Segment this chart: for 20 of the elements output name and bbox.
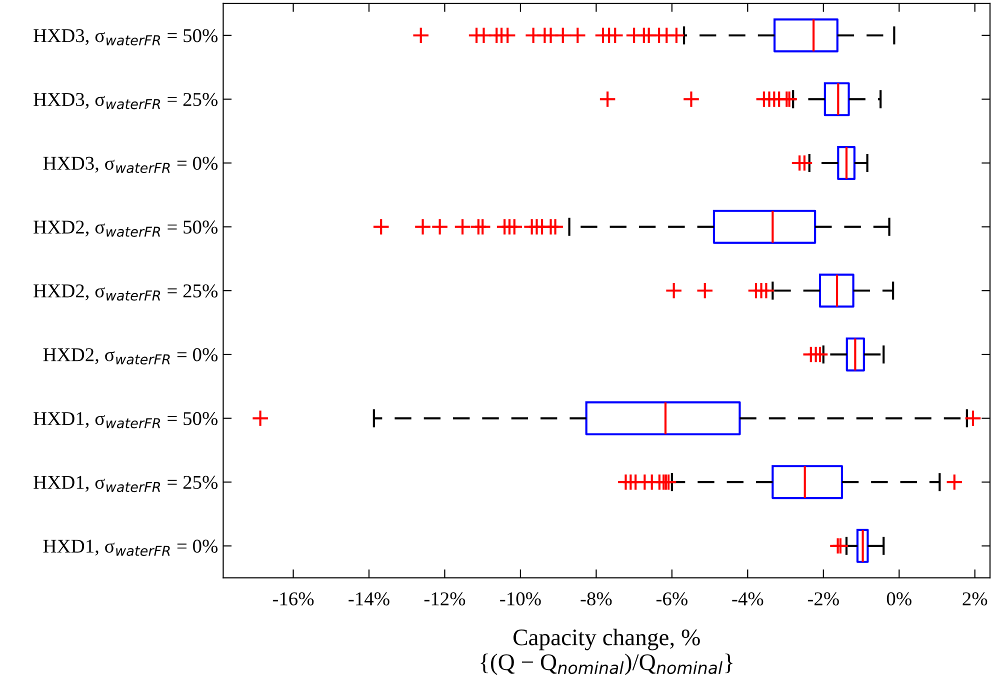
x-tick-label: 0% [886, 592, 912, 606]
x-tick-label: -16% [272, 592, 314, 606]
x-tick-label: -12% [424, 592, 466, 606]
x-tick-label: -8% [580, 592, 612, 606]
y-tick-label: HXD3, σ$_{waterFR}$ = 25% [34, 92, 218, 110]
y-tick-label: HXD3, σ$_{waterFR}$ = 50% [34, 29, 218, 46]
x-tick-label: -2% [808, 592, 839, 606]
x-tick-label: -14% [348, 592, 390, 606]
y-tick-label: HXD3, σ$_{waterFR}$ = 0% [43, 156, 218, 174]
y-tick-label: HXD1, σ$_{waterFR}$ = 0% [43, 540, 218, 556]
y-tick-label: HXD1, σ$_{waterFR}$ = 50% [34, 412, 218, 428]
x-tick-label: -4% [732, 592, 764, 606]
y-tick-label: HXD2, σ$_{waterFR}$ = 25% [34, 284, 218, 301]
x-tick-label: 2% [962, 592, 988, 606]
x-tick-label: -6% [656, 592, 688, 606]
y-tick-label: HXD2, σ$_{waterFR}$ = 50% [34, 220, 218, 237]
x-tick-label: -10% [500, 592, 541, 606]
y-tick-label: HXD2, σ$_{waterFR}$ = 0% [43, 348, 218, 364]
y-tick-label: HXD1, σ$_{waterFR}$ = 25% [34, 476, 218, 492]
x-axis-title: Capacity change, % {(Q − Q$_{nominal}$)/Q$_{nominal}$} [480, 628, 732, 675]
